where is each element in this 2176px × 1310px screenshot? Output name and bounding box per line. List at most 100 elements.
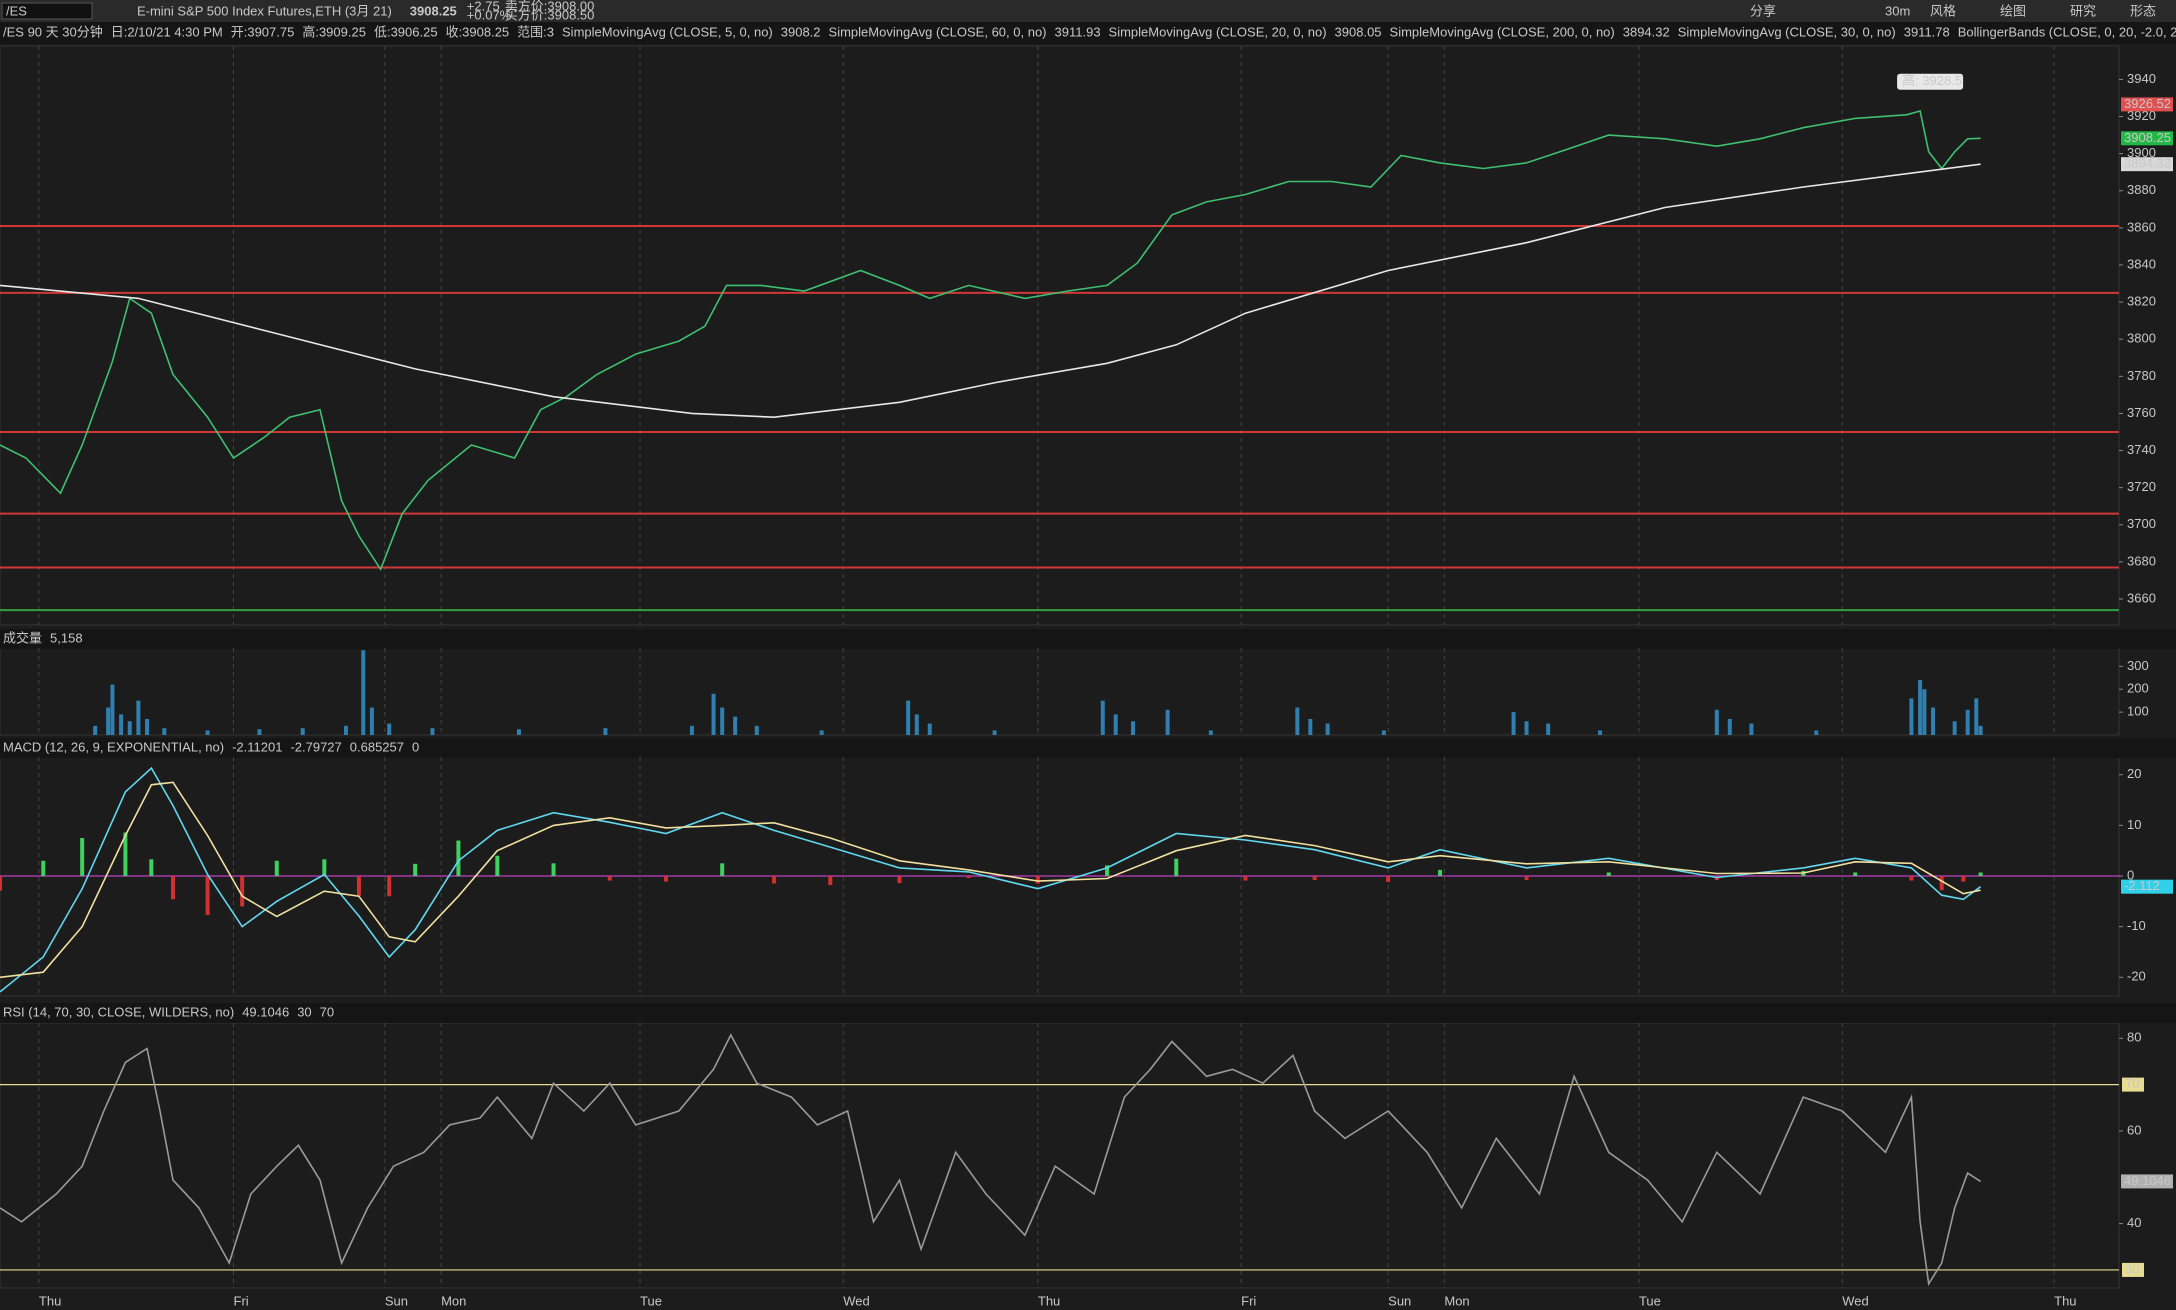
toolbar-button[interactable]: 风格 — [1930, 3, 1956, 18]
bar — [772, 875, 777, 884]
price-label: 3908.25 — [2124, 130, 2171, 145]
bar — [828, 875, 833, 886]
bar — [127, 721, 132, 735]
bar — [1438, 869, 1443, 876]
bar — [1952, 721, 1957, 735]
legend-item: /ES 90 天 30分钟 — [3, 24, 103, 39]
bar — [1035, 875, 1040, 884]
x-tick-label: Wed — [843, 1293, 870, 1308]
toolbar-button[interactable]: 30m — [1885, 3, 1910, 18]
reference-label-box — [2122, 1262, 2144, 1277]
y-tick-label: 3900 — [2127, 145, 2156, 160]
toolbar-button[interactable]: 形态 — [2130, 3, 2156, 18]
y-tick-label: 3860 — [2127, 219, 2156, 234]
legend-item: -2.11201 — [232, 739, 282, 754]
bar — [80, 838, 85, 876]
y-tick-label: 3880 — [2127, 182, 2156, 197]
legend-item: 3908.2 — [781, 24, 821, 39]
bar — [1295, 707, 1300, 735]
bar — [733, 716, 738, 735]
legend-item: 收:3908.25 — [446, 24, 510, 39]
price-label-box — [2121, 879, 2173, 894]
legend-item: BollingerBands (CLOSE, 0, 20, -2.0, 2.0,… — [1958, 24, 2176, 39]
series-line — [0, 766, 1982, 993]
toolbar — [0, 0, 2176, 22]
x-tick-label: Mon — [1444, 1293, 1469, 1308]
bar — [1243, 875, 1248, 881]
bar — [819, 730, 824, 735]
toolbar-text: +2.75 — [467, 0, 500, 13]
bar — [1965, 709, 1970, 735]
toolbar-text: 3908.25 — [410, 3, 457, 18]
y-tick-label: 3660 — [2127, 590, 2156, 605]
bar — [369, 707, 374, 735]
y-tick-label: 3720 — [2127, 479, 2156, 494]
bar — [361, 650, 366, 735]
toolbar-text: E-mini S&P 500 Index Futures,ETH (3月 21) — [137, 3, 392, 18]
legend-item: 开:3907.75 — [231, 24, 295, 39]
toolbar-text: /ES — [6, 3, 27, 18]
bar — [1174, 858, 1179, 876]
x-tick-label: Wed — [1842, 1293, 1869, 1308]
y-tick-label: 3780 — [2127, 368, 2156, 383]
legend-item: SimpleMovingAvg (CLOSE, 30, 0, no) — [1678, 24, 1896, 39]
legend-item: MACD (12, 26, 9, EXPONENTIAL, no) — [3, 739, 224, 754]
y-tick-label: 3840 — [2127, 256, 2156, 271]
legend-item: 3911.78 — [1904, 24, 1950, 39]
panel-header — [0, 738, 2176, 758]
price-label-box — [2121, 157, 2173, 172]
y-tick-label: 80 — [2127, 1030, 2141, 1045]
reference-label-box — [2122, 1077, 2144, 1092]
toolbar-text: +0.07% — [467, 7, 512, 22]
series-line — [0, 1033, 1982, 1287]
bar — [0, 875, 2, 891]
legend-item: 范围:3 — [517, 24, 554, 39]
legend-item: 70 — [320, 1004, 334, 1019]
bar — [966, 875, 971, 879]
price-label-box — [2121, 1174, 2173, 1189]
x-tick-label: Fri — [234, 1293, 249, 1308]
price-label-box — [2121, 131, 2173, 146]
x-tick-label: Thu — [1038, 1293, 1060, 1308]
y-tick-label: 40 — [2127, 1215, 2141, 1230]
legend-item: SimpleMovingAvg (CLOSE, 20, 0, no) — [1109, 24, 1327, 39]
y-tick-label: -20 — [2127, 969, 2146, 984]
bar — [1918, 680, 1923, 735]
bar — [1511, 712, 1516, 735]
reference-label: 70 — [2125, 1076, 2139, 1091]
bar — [495, 855, 500, 876]
bar — [149, 859, 154, 876]
y-tick-label: 300 — [2127, 658, 2149, 673]
y-tick-label: 3760 — [2127, 405, 2156, 420]
bar — [1978, 872, 1983, 876]
bar — [1909, 698, 1914, 735]
price-label-box — [2121, 97, 2173, 112]
bar — [1598, 730, 1603, 735]
bar — [240, 875, 245, 907]
legend-item: 日:2/10/21 4:30 PM — [111, 24, 223, 39]
bar — [1105, 865, 1110, 876]
series-line — [0, 781, 1981, 979]
price-label: 3926.52 — [2124, 96, 2171, 111]
high-bubble — [1897, 73, 1964, 90]
bar — [162, 728, 167, 735]
panel-header — [0, 1003, 2176, 1023]
bar — [711, 693, 716, 735]
legend-item: 低:3906.25 — [374, 24, 438, 39]
toolbar-button[interactable]: 分享 — [1750, 3, 1776, 18]
bar — [413, 863, 418, 876]
legend-item: 49.1046 — [242, 1004, 289, 1019]
bar — [663, 875, 668, 882]
symbol-box[interactable] — [1, 2, 93, 20]
y-tick-label: 3800 — [2127, 331, 2156, 346]
bar — [110, 684, 115, 735]
bar — [119, 714, 124, 735]
bar — [170, 875, 175, 900]
toolbar-button[interactable]: 绘图 — [2000, 3, 2026, 18]
price-label: 49.1046 — [2124, 1173, 2171, 1188]
bar — [992, 730, 997, 735]
bar — [1961, 875, 1966, 882]
toolbar-button[interactable]: 研究 — [2070, 3, 2096, 18]
